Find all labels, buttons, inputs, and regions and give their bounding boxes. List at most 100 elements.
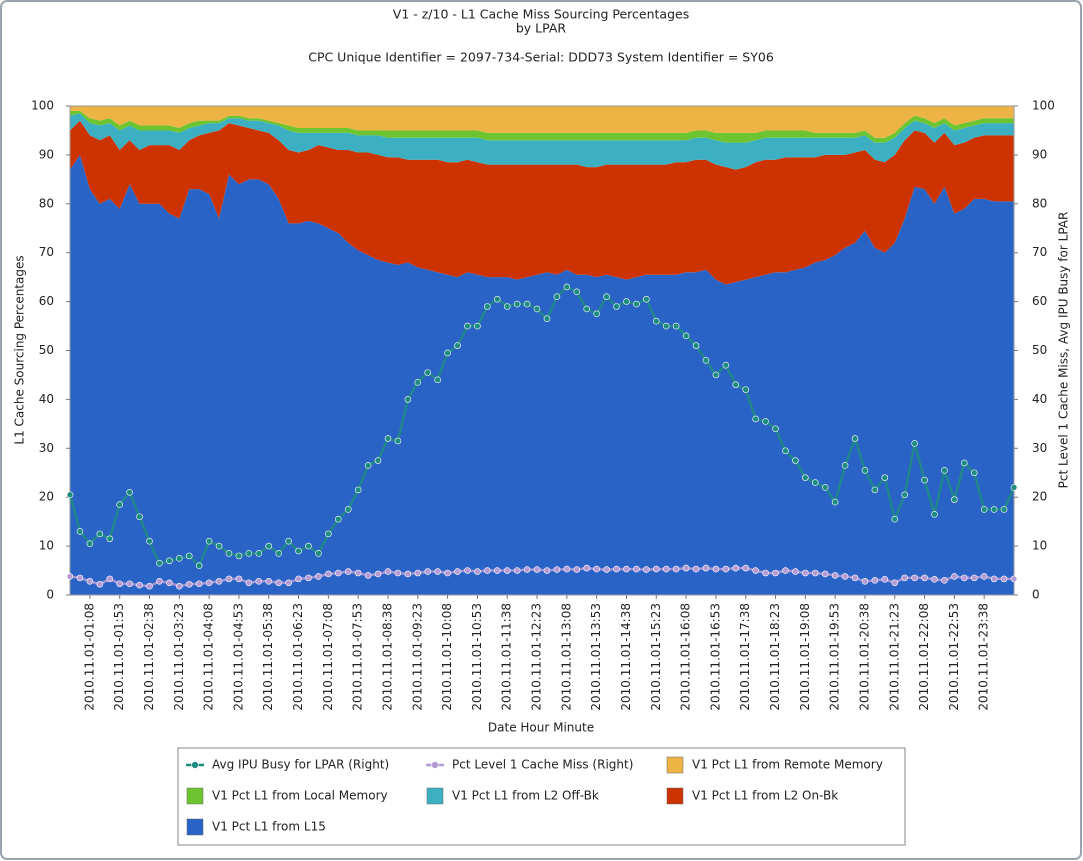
point [881, 474, 889, 481]
point [662, 322, 670, 330]
point [583, 564, 591, 572]
point [603, 566, 610, 573]
point [106, 575, 114, 583]
point [1000, 575, 1008, 583]
x-tick-label: 2010.11.01-10:08 [440, 603, 454, 711]
point [583, 305, 591, 313]
x-tick-label: 2010.11.01-02:38 [142, 603, 156, 711]
point [86, 578, 94, 585]
point [633, 300, 640, 308]
point [523, 300, 531, 308]
legend-label: V1 Pct L1 from Local Memory [212, 789, 388, 803]
point [384, 435, 392, 442]
point [325, 530, 332, 538]
point [374, 457, 382, 464]
point [513, 567, 521, 574]
x-axis-title: Date Hour Minute [488, 721, 594, 735]
area [70, 110, 1014, 143]
x-tick-label: 2010.11.01-14:38 [619, 603, 633, 711]
point [434, 568, 441, 575]
y-tick-label: 90 [39, 147, 54, 161]
point [841, 573, 849, 580]
point [762, 569, 769, 577]
point [424, 568, 432, 575]
point [792, 457, 799, 464]
point [156, 559, 163, 567]
point [980, 506, 988, 513]
y2-tick-label: 10 [1032, 539, 1047, 553]
point [66, 573, 74, 580]
x-tick-label: 2010.11.01-11:38 [500, 603, 514, 711]
point [573, 288, 581, 296]
y-tick-label: 30 [39, 441, 54, 455]
chart-title: by LPAR [516, 21, 567, 36]
legend-swatch [431, 761, 439, 769]
point [861, 467, 869, 474]
chart-title: V1 - z/10 - L1 Cache Miss Sourcing Perce… [393, 7, 689, 22]
point [901, 491, 908, 499]
point [146, 537, 153, 545]
point [961, 459, 968, 467]
point [652, 317, 660, 325]
point [116, 580, 123, 588]
point [851, 435, 859, 442]
y2-tick-label: 80 [1032, 196, 1047, 210]
point [533, 566, 541, 573]
point [692, 342, 700, 349]
point [86, 540, 94, 547]
point [464, 322, 471, 330]
y-tick-label: 60 [39, 294, 54, 308]
point [225, 575, 233, 583]
point [275, 579, 282, 587]
point [563, 565, 571, 573]
point [255, 578, 263, 585]
legend-swatch [666, 787, 684, 805]
point [821, 484, 829, 491]
area [70, 113, 1014, 170]
point [871, 486, 879, 494]
point [702, 564, 710, 572]
point [364, 572, 372, 579]
x-tick-label: 2010.11.01-22:53 [947, 603, 961, 711]
point [990, 506, 998, 513]
point [970, 574, 978, 582]
x-tick-label: 2010.11.01-18:23 [768, 603, 782, 711]
point [334, 515, 342, 523]
point [802, 569, 809, 577]
point [245, 550, 253, 557]
y2-tick-label: 60 [1032, 294, 1047, 308]
point [325, 570, 332, 578]
point [921, 574, 928, 582]
point [881, 576, 889, 583]
x-tick-label: 2010.11.01-09:23 [410, 603, 424, 711]
y2-tick-label: 0 [1032, 588, 1040, 602]
point [841, 462, 849, 469]
point [941, 467, 948, 474]
legend-label: Pct Level 1 Cache Miss (Right) [452, 758, 633, 772]
legend-label: V1 Pct L1 from L2 Off-Bk [452, 789, 599, 803]
point [454, 568, 461, 575]
point [732, 381, 740, 389]
point [563, 283, 571, 291]
point [404, 396, 412, 403]
legend-swatch [191, 761, 199, 769]
point [176, 555, 183, 562]
point [76, 528, 84, 535]
point [782, 567, 789, 574]
point [255, 550, 263, 557]
point [444, 569, 451, 577]
legend-label: V1 Pct L1 from L15 [212, 820, 326, 834]
point [692, 565, 700, 573]
point [961, 574, 968, 582]
point [394, 437, 402, 445]
point [424, 369, 432, 376]
point [533, 305, 541, 313]
point [195, 562, 203, 569]
point [235, 575, 243, 583]
x-tick-label: 2010.11.01-01:53 [112, 603, 126, 711]
y-tick-label: 10 [39, 539, 54, 553]
point [811, 569, 819, 577]
legend-label: V1 Pct L1 from Remote Memory [692, 758, 883, 772]
point [643, 566, 650, 573]
x-tick-label: 2010.11.01-19:08 [798, 603, 812, 711]
